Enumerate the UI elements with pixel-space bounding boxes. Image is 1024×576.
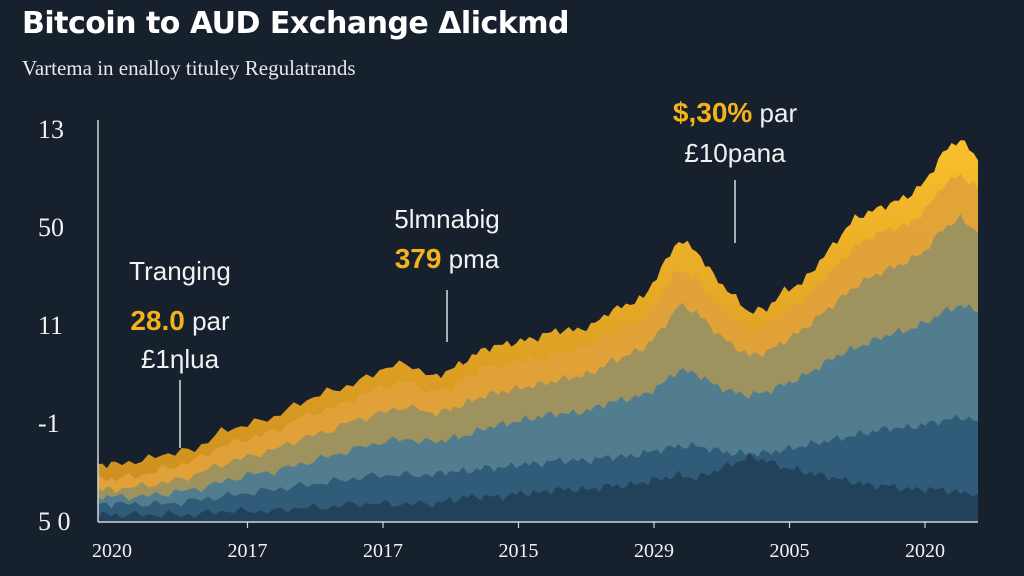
x-tick-label: 2029 <box>634 540 674 562</box>
chart-subtitle: Vartema in enalloy tituley Regulatrands <box>22 56 356 80</box>
y-tick-label: -1 <box>38 409 60 438</box>
x-tick-label: 2017 <box>363 540 403 562</box>
annotation-value: 28.0 par <box>130 305 230 336</box>
area-series-6 <box>98 452 978 522</box>
x-tick-label: 2015 <box>499 540 539 562</box>
x-tick-label: 2005 <box>770 540 810 562</box>
y-tick-label: 5 0 <box>38 507 71 536</box>
y-tick-label: 50 <box>38 213 64 242</box>
annotation-label: 5lmnabig <box>394 204 500 234</box>
area-series-group <box>98 140 978 523</box>
x-tick-label: 2020 <box>905 540 945 562</box>
annotation-3: $,30% par £10pana <box>673 97 798 243</box>
annotation-value: 379 pma <box>395 243 500 274</box>
axes-group: 13 50 11 -1 5 0 2020 2017 2017 2015 2029 2005 2020 <box>38 115 978 562</box>
y-tick-label: 13 <box>38 115 64 144</box>
annotation-label: Tranging <box>129 256 231 286</box>
annotation-sublabel: £10pana <box>684 138 786 168</box>
annotations-group: Tranging 28.0 par £1ηlua 5lmnabig 379 pma $,3… <box>129 97 797 448</box>
x-tick-label: 2020 <box>92 540 132 562</box>
annotation-value: $,30% par <box>673 97 798 128</box>
chart-title: Bitcoin to AUD Exchange Δlickmd <box>22 6 569 41</box>
annotation-1: Tranging 28.0 par £1ηlua <box>129 256 231 448</box>
annotation-sublabel: £1ηlua <box>141 344 220 374</box>
annotation-2: 5lmnabig 379 pma <box>394 204 500 342</box>
y-tick-label: 11 <box>38 311 63 340</box>
x-tick-label: 2017 <box>228 540 268 562</box>
